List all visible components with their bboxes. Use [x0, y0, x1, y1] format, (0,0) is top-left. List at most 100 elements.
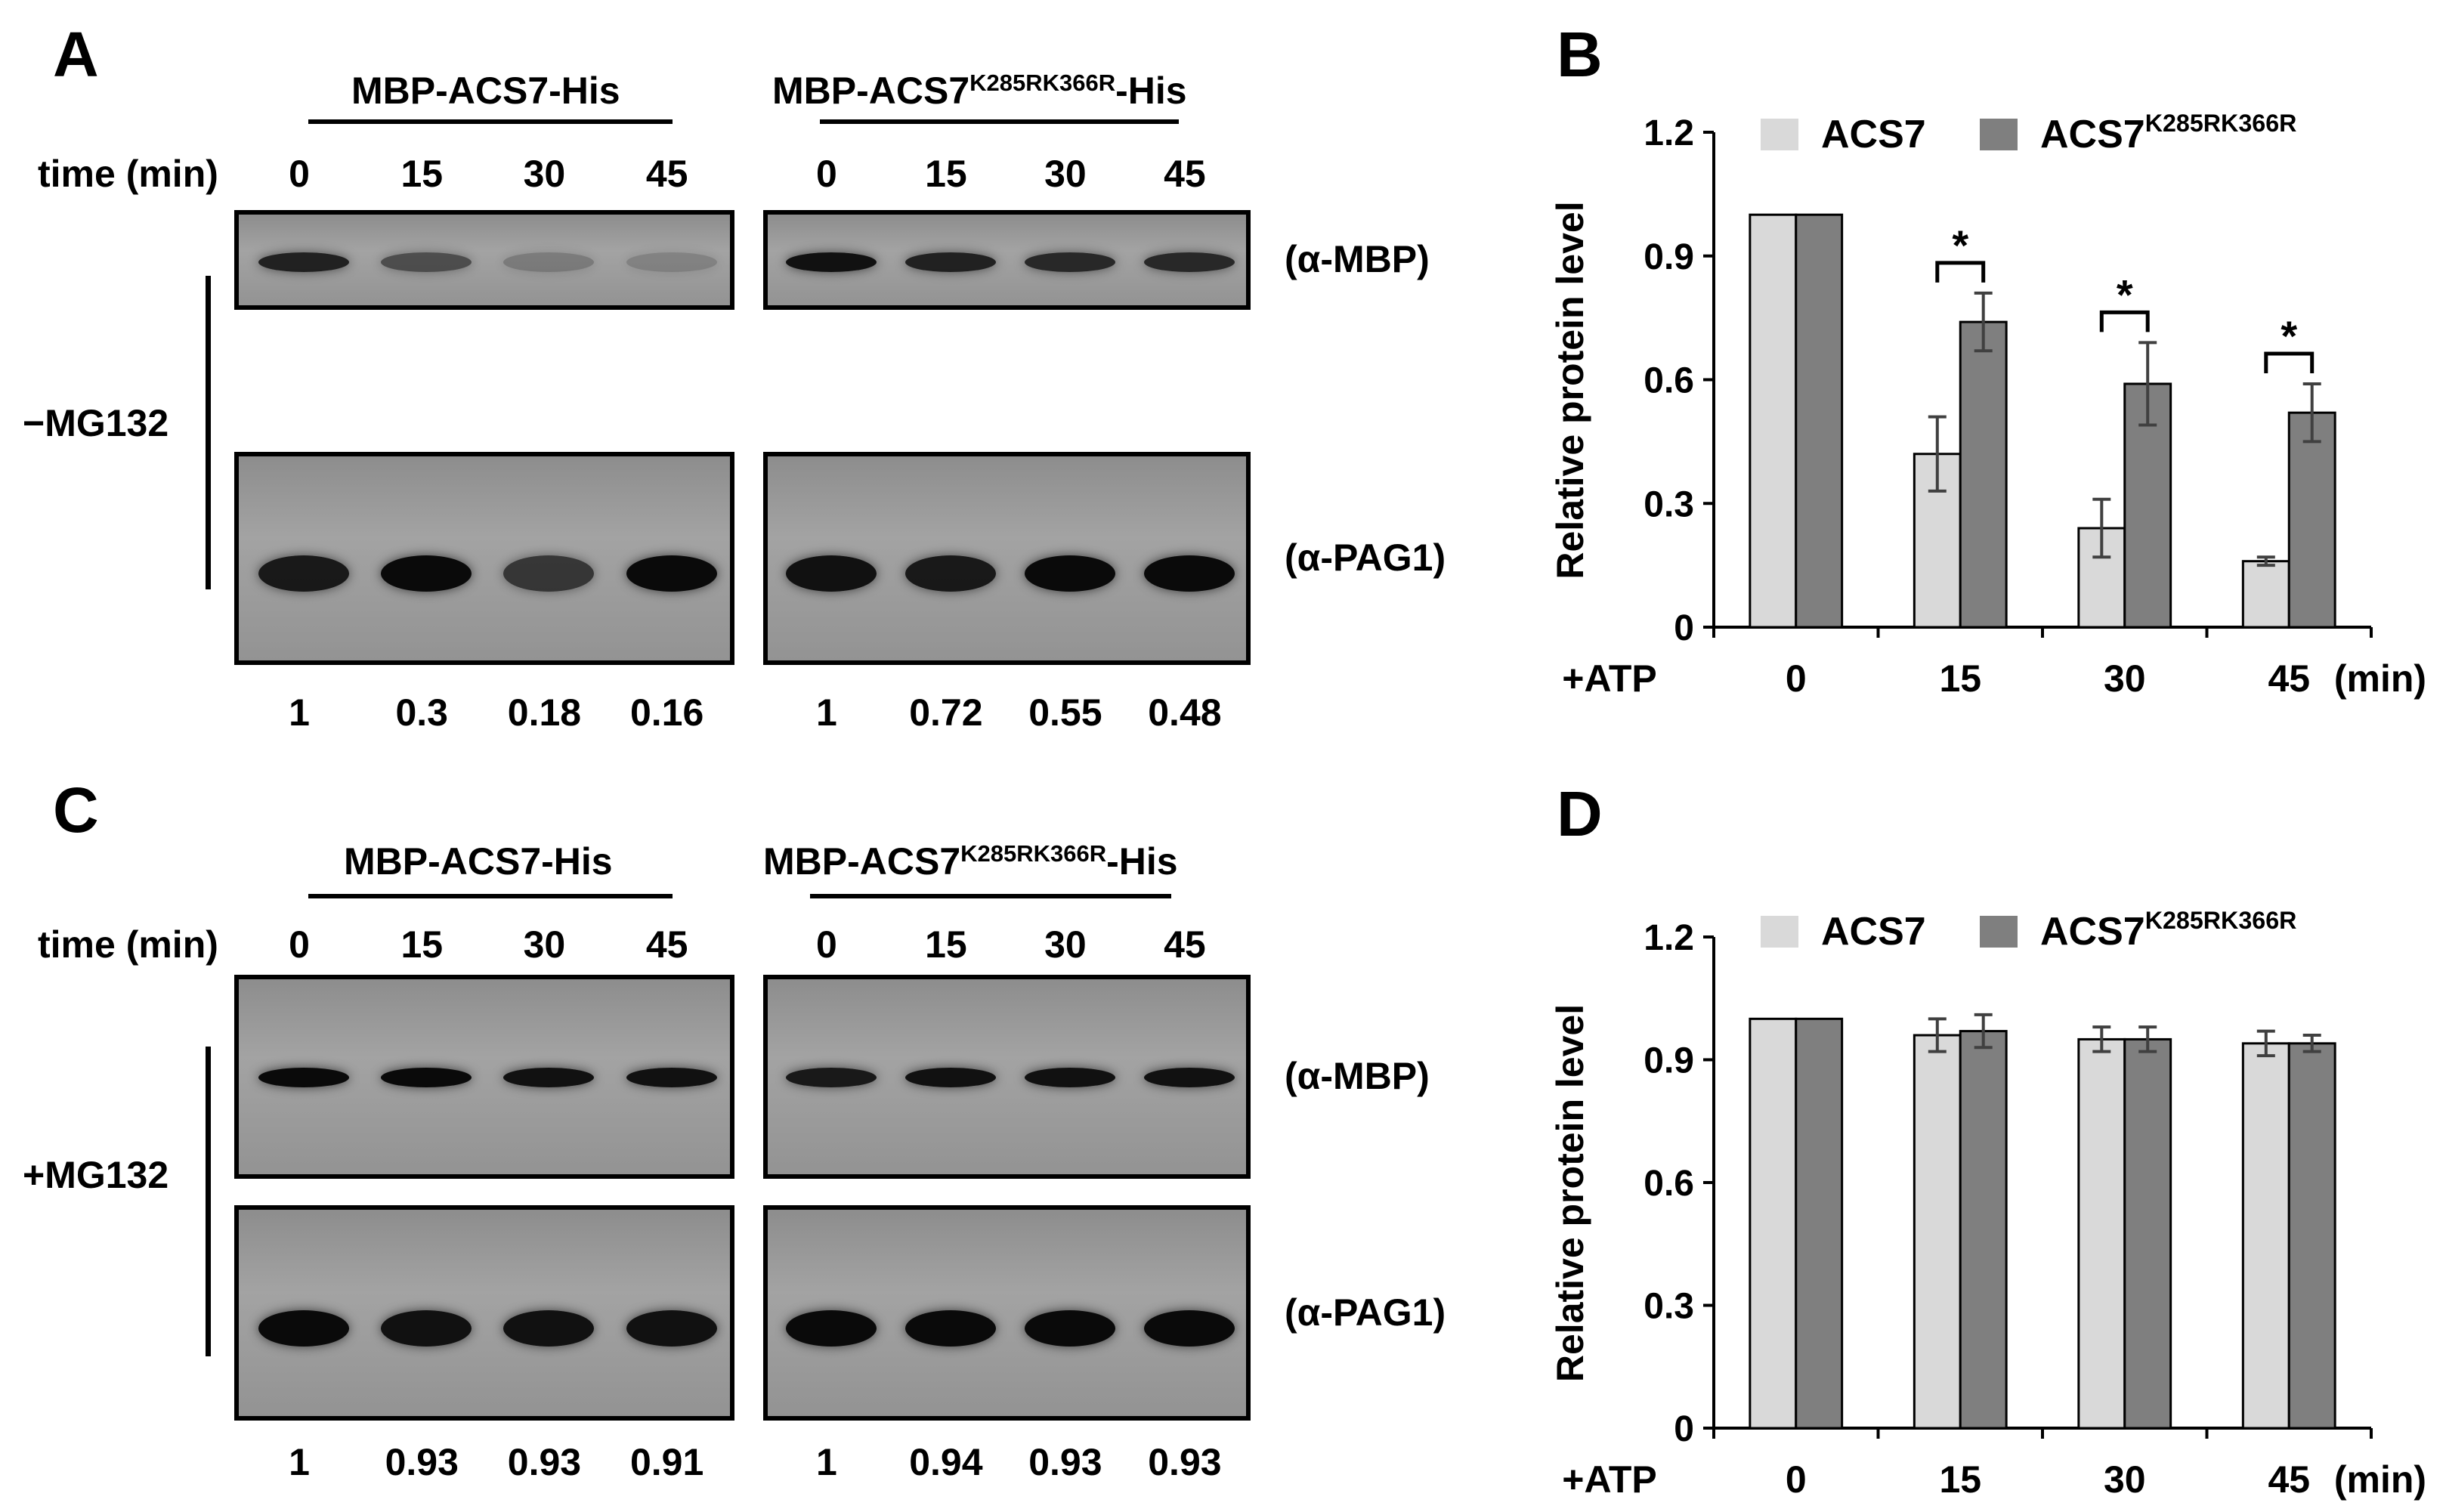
legend-label: ACS7: [1821, 910, 1926, 954]
band-quantification: 0.72: [909, 691, 983, 734]
time-point-label: 15: [925, 153, 967, 195]
bar: [2077, 1037, 2126, 1430]
x-axis-prefix: +ATP: [1562, 1458, 1657, 1501]
significance-bracket: [2264, 351, 2315, 373]
significance-marker: *: [2281, 312, 2297, 360]
panel-label-a: A: [53, 19, 99, 90]
legend-label: ACS7: [1821, 113, 1926, 156]
significance-marker: *: [1952, 221, 1968, 269]
band-pag1: [785, 1309, 877, 1347]
time-label: time (min): [38, 153, 218, 195]
time-point-label: 0: [289, 923, 310, 966]
band-quantification: 0.93: [507, 1441, 582, 1483]
band-mbp: [904, 1067, 996, 1087]
time-point-label: 45: [645, 923, 688, 966]
time-point-label: 0: [815, 153, 837, 195]
x-tick-label: 30: [2104, 1458, 2146, 1501]
band-mbp: [785, 252, 877, 273]
band-mbp: [258, 252, 350, 273]
band-quantification: 0.93: [1148, 1441, 1222, 1483]
construct-title: MBP-ACS7K285RK366R-His: [763, 839, 1178, 883]
construct-underline: [308, 894, 673, 898]
panel-label-c: C: [53, 775, 99, 846]
legend-swatch: [1980, 119, 2018, 150]
blot-mbp: [763, 210, 1251, 310]
y-tick-label: 0.9: [1644, 1041, 1694, 1081]
legend-label: ACS7K285RK366R: [2040, 110, 2296, 156]
band-quantification: 0.3: [395, 691, 448, 734]
treatment-bracket: [206, 1047, 211, 1356]
band-pag1: [503, 1309, 595, 1347]
treatment-bracket: [206, 276, 211, 589]
x-tick-label: 0: [1786, 1458, 1807, 1501]
bar: [2287, 411, 2336, 629]
construct-underline: [308, 119, 673, 124]
band-mbp: [503, 1067, 595, 1087]
time-point-label: 45: [645, 153, 688, 195]
y-tick-label: 0.3: [1644, 484, 1694, 524]
band-quantification: 0.18: [507, 691, 582, 734]
band-mbp: [1143, 1067, 1235, 1087]
bar: [2241, 560, 2290, 629]
legend-label: ACS7K285RK366R: [2040, 907, 2296, 954]
band-pag1: [258, 555, 350, 592]
construct-title: MBP-ACS7-His: [351, 70, 620, 112]
band-mbp: [785, 1067, 877, 1087]
band-mbp: [503, 252, 595, 273]
band-mbp: [1024, 252, 1115, 273]
band-mbp: [626, 252, 717, 273]
bar: [2077, 527, 2126, 629]
legend-swatch: [1980, 916, 2018, 948]
band-quantification: 1: [289, 1441, 310, 1483]
bar: [1749, 1017, 1798, 1430]
band-quantification: 1: [815, 691, 837, 734]
band-pag1: [785, 555, 877, 592]
band-quantification: 0.16: [629, 691, 704, 734]
x-tick-label: 45: [2268, 657, 2310, 700]
time-label: time (min): [38, 923, 218, 966]
treatment-label: −MG132: [23, 402, 169, 444]
bar: [2241, 1042, 2290, 1430]
bar: [2123, 382, 2172, 629]
treatment-label: +MG132: [23, 1154, 169, 1196]
band-mbp: [381, 252, 472, 273]
bar: [1913, 453, 1962, 629]
time-point-label: 45: [1164, 153, 1206, 195]
band-mbp: [904, 252, 996, 273]
y-tick-label: 0.3: [1644, 1287, 1694, 1327]
time-point-label: 45: [1164, 923, 1206, 966]
antibody-label-mbp: (α-MBP): [1285, 1055, 1430, 1097]
legend-swatch: [1761, 119, 1798, 150]
x-tick-label: 30: [2104, 657, 2146, 700]
significance-marker: *: [2117, 271, 2133, 318]
panel-label-b: B: [1557, 19, 1603, 90]
y-axis-label: Relative protein level: [1549, 1004, 1591, 1382]
bar: [1795, 213, 1844, 629]
band-mbp: [258, 1067, 350, 1087]
panel-label-d: D: [1557, 778, 1603, 849]
x-axis-unit: (min): [2334, 1458, 2426, 1501]
significance-bracket: [2099, 310, 2150, 332]
band-mbp: [1024, 1067, 1115, 1087]
time-point-label: 15: [400, 153, 444, 195]
band-pag1: [381, 1309, 472, 1347]
antibody-label-mbp: (α-MBP): [1285, 238, 1430, 280]
x-tick-label: 15: [1939, 657, 1981, 700]
blot-mbp: [234, 210, 734, 310]
band-pag1: [904, 555, 996, 592]
time-point-label: 30: [1044, 923, 1087, 966]
y-tick-label: 0.6: [1644, 361, 1694, 401]
construct-underline: [820, 119, 1179, 124]
antibody-label-pag1: (α-PAG1): [1285, 536, 1446, 579]
blot-mbp: [763, 975, 1251, 1179]
blot-pag1: [234, 1205, 734, 1421]
legend-swatch: [1761, 916, 1798, 948]
band-quantification: 0.94: [909, 1441, 983, 1483]
time-point-label: 15: [925, 923, 967, 966]
y-tick-label: 1.2: [1644, 918, 1694, 958]
band-pag1: [626, 555, 717, 592]
significance-bracket: [1935, 261, 1986, 283]
band-mbp: [1143, 252, 1235, 273]
x-axis-unit: (min): [2334, 657, 2426, 700]
band-quantification: 0.93: [1028, 1441, 1102, 1483]
